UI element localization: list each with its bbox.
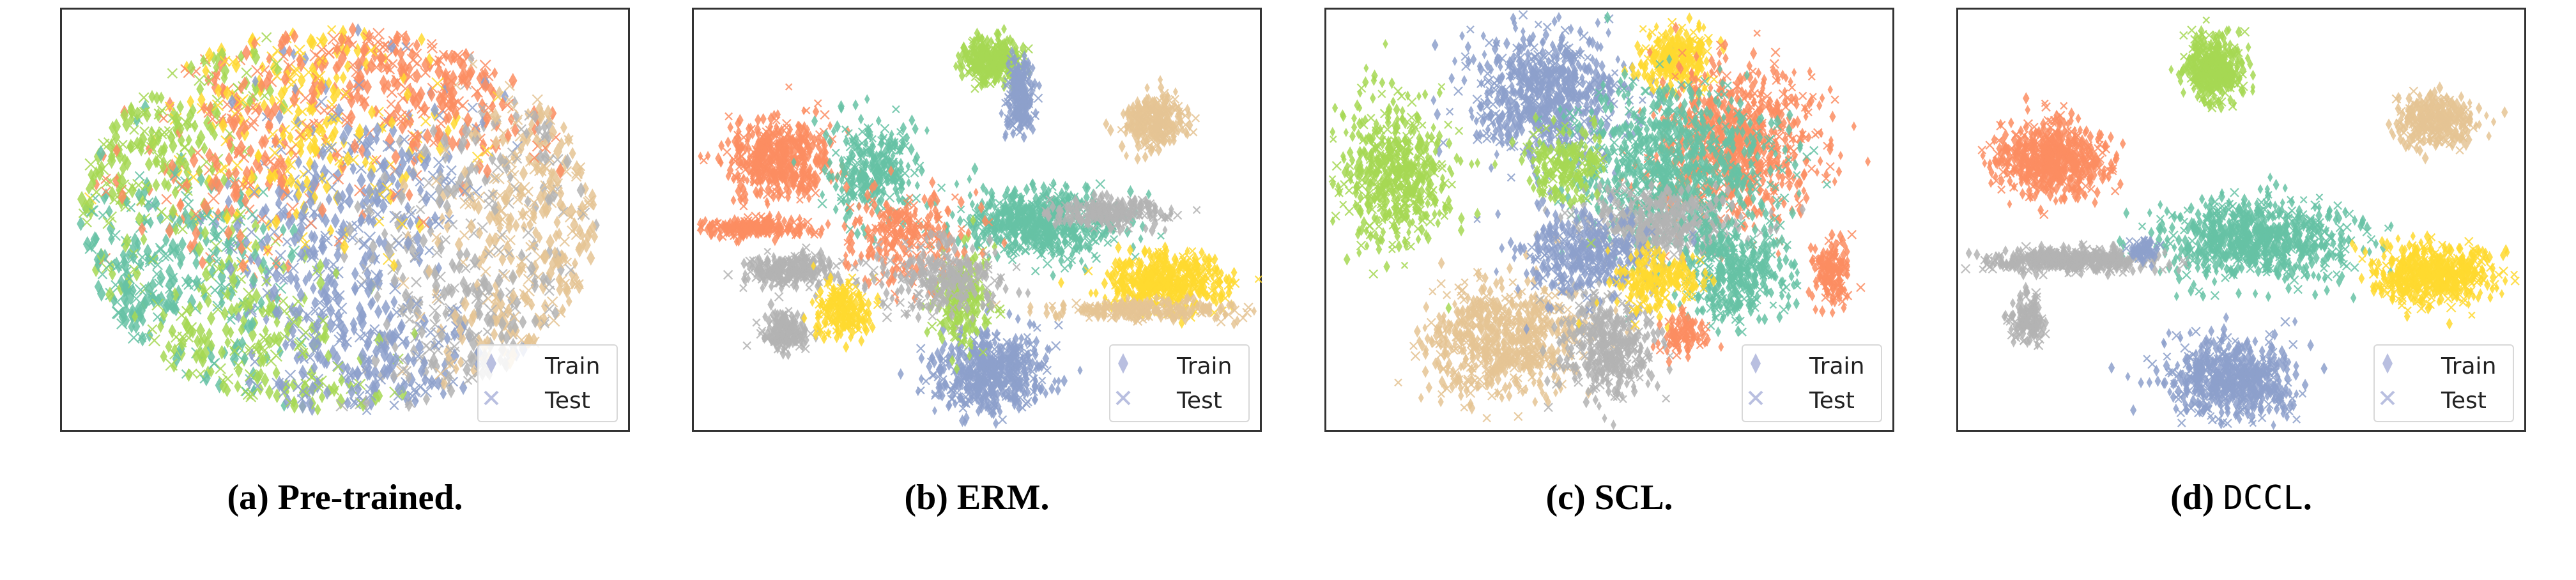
legend-label-test: Test [545,388,590,414]
thin-diamond-marker-icon [1118,353,1128,374]
caption-label: (a) [227,478,269,517]
caption-title: Pre-trained. [277,478,463,517]
legend: Train Test [1742,344,1882,422]
scatter-plot-erm: Train Test [692,8,1262,432]
x-marker-icon [2380,390,2395,406]
panel-scl: Train Test (c) SCL. [1324,8,1894,517]
legend-label-test: Test [1809,388,1855,414]
thin-diamond-marker-icon [2382,353,2393,374]
caption-label: (b) [904,478,948,517]
caption-title: SCL. [1594,478,1673,517]
legend-entry-train: Train [1110,351,1251,383]
scatter-points-erm [696,24,1262,429]
caption-erm: (b) ERM. [692,477,1262,518]
legend: Train Test [1109,344,1250,422]
legend: Train Test [477,344,618,422]
legend-label-test: Test [1177,388,1222,414]
caption-title-suffix: . [2303,478,2312,517]
caption-title: ERM. [956,478,1050,517]
scatter-plot-dccl: Train Test [1956,8,2526,432]
panel-dccl: Train Test (d) DCCL. [1956,8,2526,517]
panel-pretrained: Train Test (a) Pre-trained. [60,8,630,517]
thin-diamond-marker-icon [1751,353,1761,374]
legend: Train Test [2373,344,2514,422]
legend-entry-train: Train [479,351,619,383]
x-marker-icon [484,390,499,406]
legend-entry-test: Test [479,385,619,417]
legend-label-test: Test [2441,388,2487,414]
caption-scl: (c) SCL. [1324,477,1894,518]
panel-erm: Train Test (b) ERM. [692,8,1262,517]
caption-title: DCCL [2223,479,2303,517]
scatter-points-pretrained [77,22,600,416]
scatter-plot-pretrained: Train Test [60,8,630,432]
scatter-points-scl [1328,10,1871,431]
scatter-plot-scl: Train Test [1324,8,1894,432]
legend-entry-train: Train [1743,351,1883,383]
legend-label-train: Train [1177,353,1232,379]
legend-entry-test: Test [1743,385,1883,417]
legend-label-train: Train [2441,353,2497,379]
legend-entry-test: Test [1110,385,1251,417]
legend-label-train: Train [1809,353,1865,379]
legend-label-train: Train [545,353,601,379]
scatter-points-dccl [1961,16,2520,431]
x-marker-icon [1116,390,1131,406]
caption-dccl: (d) DCCL. [1956,477,2526,518]
legend-entry-train: Train [2375,351,2515,383]
x-marker-icon [1748,390,1763,406]
caption-label: (c) [1545,478,1586,517]
caption-pretrained: (a) Pre-trained. [60,477,630,518]
caption-label: (d) [2170,478,2214,517]
legend-entry-test: Test [2375,385,2515,417]
thin-diamond-marker-icon [486,353,496,374]
